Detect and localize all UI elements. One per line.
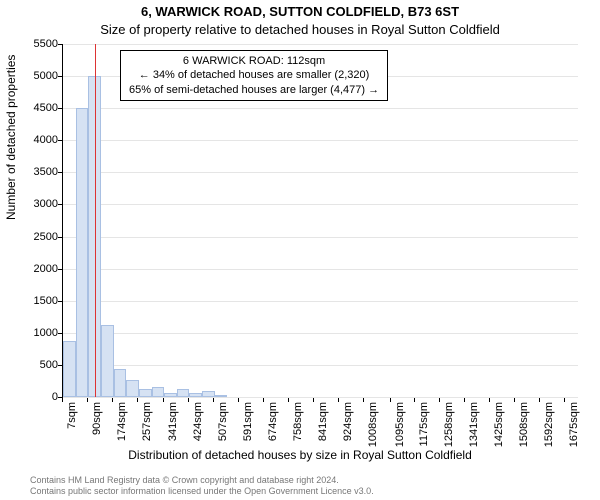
y-tick-mark — [58, 108, 62, 109]
x-tick-label: 924sqm — [342, 402, 354, 500]
x-tick-mark — [363, 398, 364, 402]
gridline — [63, 397, 578, 398]
histogram-bar — [101, 325, 114, 397]
chart-title-sub: Size of property relative to detached ho… — [0, 22, 600, 37]
y-tick-label: 4000 — [8, 134, 58, 146]
y-tick-label: 2500 — [8, 231, 58, 243]
chart-title-main: 6, WARWICK ROAD, SUTTON COLDFIELD, B73 6… — [0, 4, 600, 19]
histogram-bar — [164, 393, 177, 397]
gridline — [63, 333, 578, 334]
y-tick-label: 5000 — [8, 70, 58, 82]
x-tick-mark — [163, 398, 164, 402]
x-tick-label: 90sqm — [91, 402, 103, 500]
x-tick-mark — [489, 398, 490, 402]
x-tick-mark — [313, 398, 314, 402]
x-tick-label: 341sqm — [167, 402, 179, 500]
x-tick-mark — [464, 398, 465, 402]
x-tick-label: 1008sqm — [367, 402, 379, 500]
x-tick-label: 1508sqm — [518, 402, 530, 500]
gridline — [63, 269, 578, 270]
histogram-bar — [76, 108, 89, 397]
y-tick-label: 1000 — [8, 327, 58, 339]
x-tick-label: 257sqm — [141, 402, 153, 500]
y-tick-label: 500 — [8, 359, 58, 371]
gridline — [63, 204, 578, 205]
y-tick-mark — [58, 172, 62, 173]
x-tick-label: 7sqm — [66, 402, 78, 500]
y-tick-mark — [58, 237, 62, 238]
y-tick-label: 5500 — [8, 38, 58, 50]
x-tick-mark — [213, 398, 214, 402]
histogram-bar — [177, 389, 190, 397]
x-tick-mark — [62, 398, 63, 402]
x-tick-label: 591sqm — [242, 402, 254, 500]
histogram-bar — [114, 369, 127, 397]
x-tick-mark — [263, 398, 264, 402]
gridline — [63, 237, 578, 238]
y-tick-mark — [58, 269, 62, 270]
x-tick-mark — [188, 398, 189, 402]
gridline — [63, 365, 578, 366]
x-tick-label: 841sqm — [317, 402, 329, 500]
x-tick-label: 1095sqm — [394, 402, 406, 500]
x-tick-mark — [390, 398, 391, 402]
annotation-box: 6 WARWICK ROAD: 112sqm ← 34% of detached… — [120, 50, 388, 101]
y-tick-mark — [58, 76, 62, 77]
x-tick-label: 1675sqm — [568, 402, 580, 500]
histogram-bar — [152, 387, 165, 397]
x-tick-mark — [338, 398, 339, 402]
histogram-bar — [202, 391, 215, 397]
reference-line — [95, 44, 96, 397]
y-tick-mark — [58, 301, 62, 302]
chart-container: 6, WARWICK ROAD, SUTTON COLDFIELD, B73 6… — [0, 0, 600, 500]
x-tick-label: 674sqm — [267, 402, 279, 500]
annotation-line-2: ← 34% of detached houses are smaller (2,… — [129, 68, 379, 82]
annotation-line-3: 65% of semi-detached houses are larger (… — [129, 83, 379, 97]
x-tick-mark — [87, 398, 88, 402]
histogram-bar — [215, 395, 228, 397]
x-tick-label: 758sqm — [292, 402, 304, 500]
x-tick-mark — [514, 398, 515, 402]
x-tick-label: 1425sqm — [493, 402, 505, 500]
x-tick-mark — [112, 398, 113, 402]
gridline — [63, 172, 578, 173]
x-tick-label: 1592sqm — [543, 402, 555, 500]
annotation-line-1: 6 WARWICK ROAD: 112sqm — [129, 54, 379, 68]
histogram-bar — [139, 389, 152, 397]
x-tick-label: 1175sqm — [418, 402, 430, 500]
gridline — [63, 108, 578, 109]
x-tick-mark — [288, 398, 289, 402]
x-tick-label: 174sqm — [116, 402, 128, 500]
y-tick-mark — [58, 44, 62, 45]
y-tick-label: 3000 — [8, 198, 58, 210]
x-tick-mark — [238, 398, 239, 402]
y-tick-label: 3500 — [8, 166, 58, 178]
y-tick-mark — [58, 365, 62, 366]
y-tick-label: 1500 — [8, 295, 58, 307]
x-tick-mark — [564, 398, 565, 402]
histogram-bar — [189, 393, 202, 397]
y-tick-mark — [58, 204, 62, 205]
gridline — [63, 301, 578, 302]
x-tick-mark — [439, 398, 440, 402]
gridline — [63, 140, 578, 141]
histogram-bar — [63, 341, 76, 397]
x-tick-label: 507sqm — [217, 402, 229, 500]
y-tick-mark — [58, 140, 62, 141]
x-tick-label: 1258sqm — [443, 402, 455, 500]
x-tick-mark — [414, 398, 415, 402]
x-tick-label: 424sqm — [192, 402, 204, 500]
y-tick-label: 4500 — [8, 102, 58, 114]
gridline — [63, 44, 578, 45]
histogram-bar — [126, 380, 139, 397]
y-tick-mark — [58, 333, 62, 334]
x-tick-label: 1341sqm — [468, 402, 480, 500]
x-tick-mark — [137, 398, 138, 402]
y-tick-label: 2000 — [8, 263, 58, 275]
y-tick-label: 0 — [8, 391, 58, 403]
x-tick-mark — [539, 398, 540, 402]
